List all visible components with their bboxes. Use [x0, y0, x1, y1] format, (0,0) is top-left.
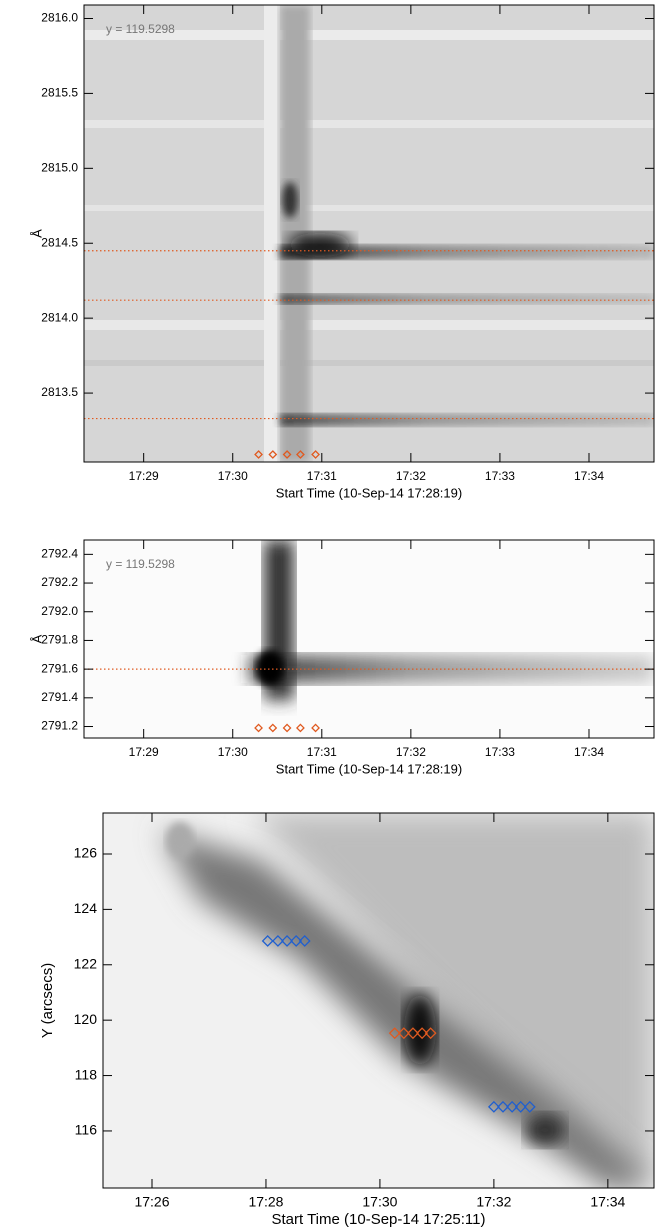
spectrogram-image: [84, 5, 654, 462]
y-tick-label: 122: [74, 955, 98, 971]
y-tick-label: 2791.4: [41, 690, 78, 704]
marker: [487, 1100, 500, 1113]
marker: [272, 935, 284, 947]
y-tick-label: 124: [74, 900, 98, 916]
marker: [514, 1100, 527, 1113]
spectrogram-image: [84, 540, 654, 738]
marker: [311, 450, 320, 459]
y-tick-label: 2813.5: [41, 385, 78, 399]
x-axis-label: Start Time (10-Sep-14 17:28:19): [276, 485, 462, 500]
x-tick-label: 17:32: [396, 745, 426, 759]
x-tick-label: 17:31: [307, 745, 337, 759]
marker: [397, 1027, 410, 1040]
y-tick-label: 2791.6: [41, 661, 78, 675]
marker: [523, 1100, 536, 1113]
plot-frame: [83, 4, 655, 463]
y-tick-label: 118: [75, 1066, 98, 1082]
x-tick-label: 17:32: [396, 469, 426, 483]
marker: [268, 723, 278, 733]
marker: [407, 1027, 419, 1040]
y-tick-label: 2815.0: [41, 160, 78, 174]
x-tick-label: 17:30: [362, 1194, 397, 1210]
annotation: y = 119.5298: [106, 22, 175, 36]
y-tick-label: 2792.4: [41, 547, 78, 561]
y-tick-label: 2791.8: [41, 633, 78, 647]
x-tick-label: 17:26: [134, 1194, 169, 1210]
marker: [290, 935, 303, 947]
marker: [268, 450, 278, 459]
x-axis-label: Start Time (10-Sep-14 17:25:11): [272, 1211, 486, 1228]
y-tick-label: 2815.5: [41, 86, 78, 100]
marker: [311, 723, 320, 733]
y-axis-label: Å: [29, 634, 44, 643]
x-tick-label: 17:34: [574, 745, 604, 759]
marker: [296, 450, 305, 459]
raster-image: [103, 813, 654, 1188]
x-tick-label: 17:34: [590, 1194, 625, 1210]
marker: [261, 935, 274, 947]
y-axis-label: Y (arcsecs): [39, 963, 56, 1039]
y-tick-label: 120: [74, 1011, 98, 1027]
marker: [281, 935, 293, 947]
plot-frame: [102, 812, 655, 1189]
marker: [416, 1027, 429, 1040]
x-tick-label: 17:30: [218, 745, 248, 759]
y-tick-label: 126: [74, 845, 98, 861]
marker: [282, 450, 292, 459]
marker: [506, 1100, 519, 1113]
y-tick-label: 2791.2: [41, 719, 78, 733]
y-tick-label: 2816.0: [41, 11, 78, 25]
y-axis-label: Å: [29, 229, 44, 238]
marker: [388, 1027, 401, 1040]
marker: [254, 723, 263, 733]
x-tick-label: 17:33: [485, 745, 515, 759]
marker: [424, 1027, 437, 1040]
marker: [497, 1100, 509, 1113]
plot-frame: [83, 539, 655, 739]
y-tick-label: 2792.0: [41, 604, 78, 618]
x-tick-label: 17:29: [129, 745, 159, 759]
x-axis-label: Start Time (10-Sep-14 17:28:19): [276, 761, 462, 776]
marker: [298, 935, 311, 947]
marker: [282, 723, 292, 733]
x-tick-label: 17:29: [129, 469, 159, 483]
marker: [296, 723, 305, 733]
y-tick-label: 116: [75, 1122, 98, 1138]
y-tick-label: 2814.0: [41, 310, 78, 324]
x-tick-label: 17:32: [476, 1194, 511, 1210]
y-tick-label: 2814.5: [41, 235, 78, 249]
annotation: y = 119.5298: [106, 557, 175, 571]
x-tick-label: 17:33: [485, 469, 515, 483]
x-tick-label: 17:31: [307, 469, 337, 483]
x-tick-label: 17:34: [574, 469, 604, 483]
x-tick-label: 17:30: [218, 469, 248, 483]
marker: [254, 450, 263, 459]
x-tick-label: 17:28: [248, 1194, 283, 1210]
y-tick-label: 2792.2: [41, 575, 78, 589]
